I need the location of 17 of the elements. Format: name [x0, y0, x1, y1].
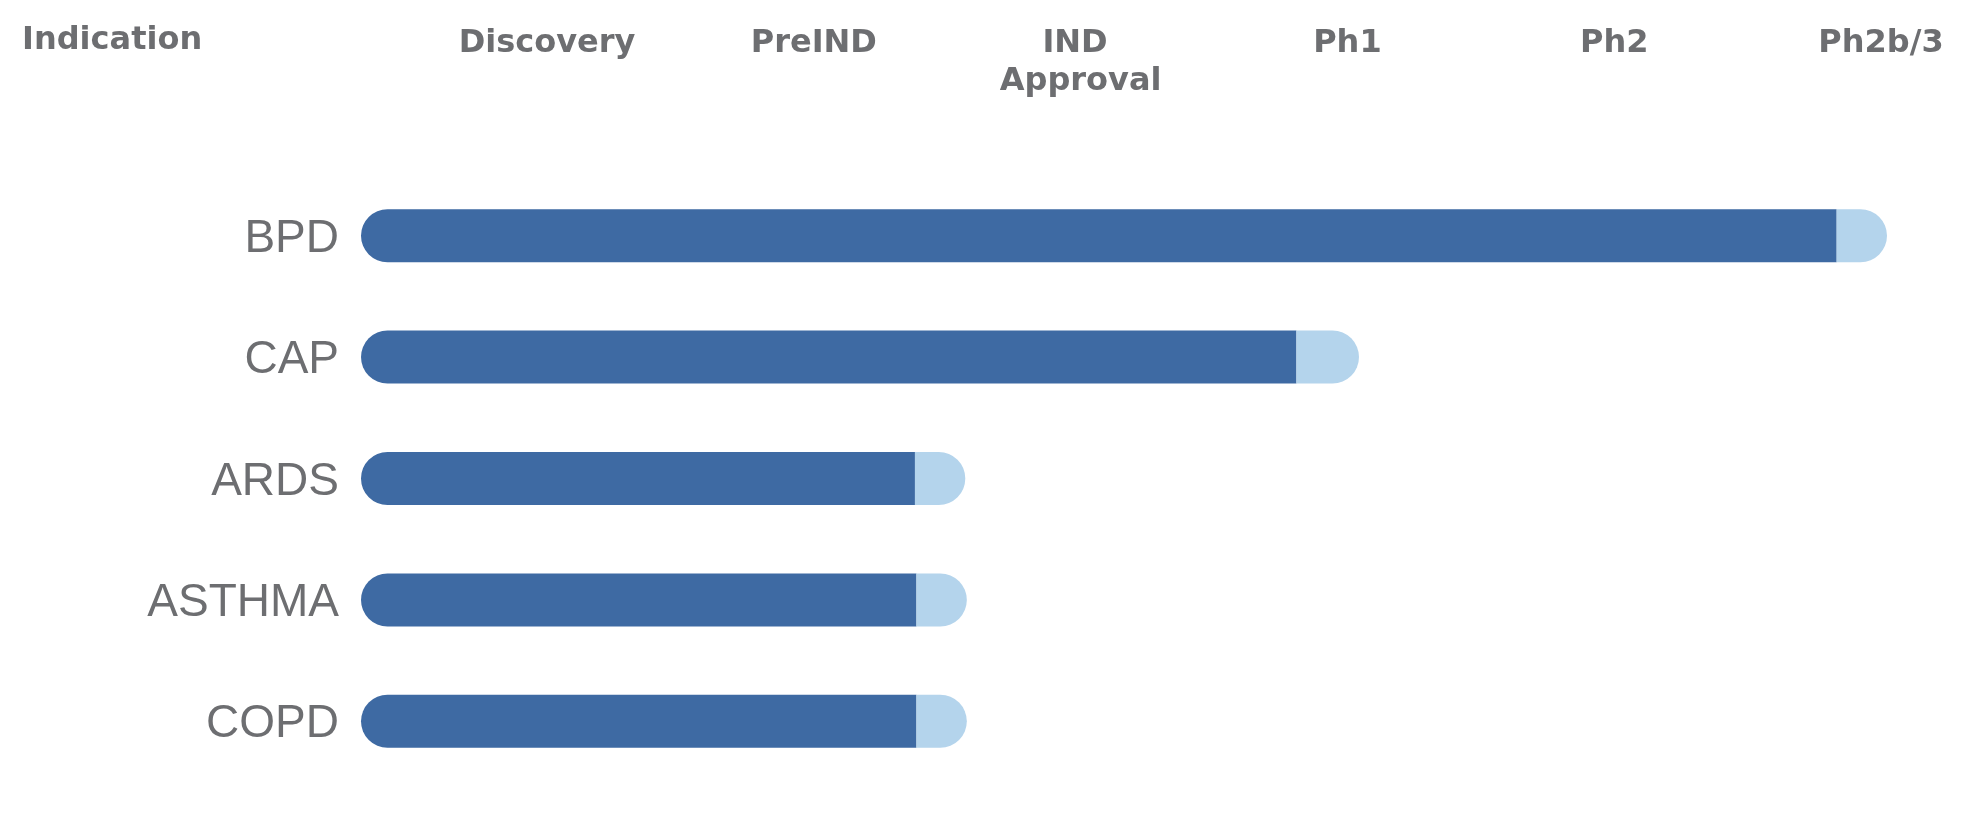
y-tick-label: COPD	[206, 695, 339, 748]
bar	[361, 694, 917, 748]
bar	[361, 330, 1297, 384]
text: Ph1	[1313, 22, 1382, 60]
bar	[361, 573, 917, 627]
text: Ph2b/3	[1818, 22, 1944, 60]
y-axis-title: Indication	[22, 19, 203, 57]
text: Ph2	[1579, 22, 1649, 60]
y-tick-label: CAP	[244, 331, 339, 384]
text: IND Approval	[999, 22, 1162, 98]
y-tick-label: ARDS	[211, 452, 339, 505]
y-tick-label: ASTHMA	[147, 573, 340, 626]
bar	[361, 209, 1837, 263]
y-tick-label: BPD	[244, 209, 339, 262]
text: PreIND	[750, 22, 877, 60]
text: Discovery	[458, 22, 636, 60]
bar	[361, 452, 915, 505]
